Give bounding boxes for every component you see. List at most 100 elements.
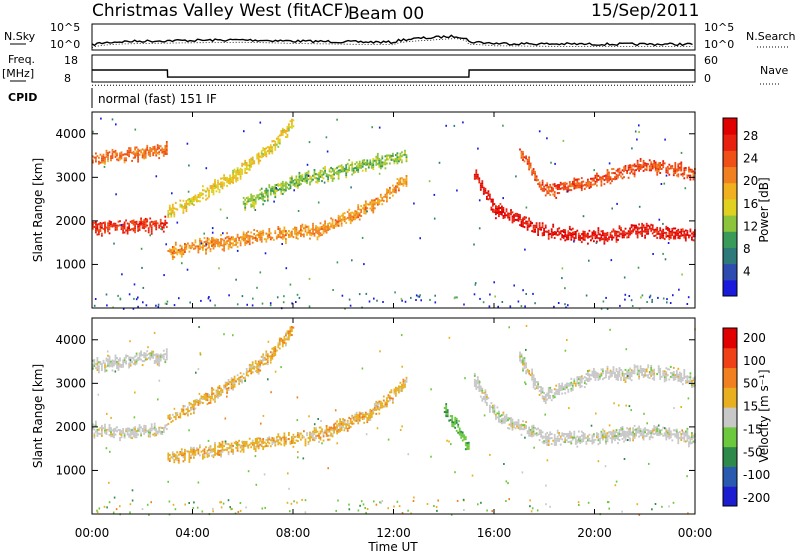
scatter-cell	[200, 240, 203, 243]
scatter-cell	[298, 230, 301, 233]
scatter-cell	[283, 337, 286, 340]
scatter-cell	[516, 218, 518, 221]
scatter-cell	[117, 220, 120, 223]
scatter-cell	[248, 168, 251, 171]
scatter-cell	[681, 234, 684, 237]
scatter-cell	[573, 233, 576, 236]
scatter-cell	[150, 350, 153, 353]
scatter-cell	[211, 243, 213, 245]
scatter-cell	[550, 236, 553, 239]
scatter-cell	[331, 169, 334, 172]
scatter-cell	[522, 223, 524, 226]
scatter-cell	[301, 225, 304, 228]
scatter-cell	[647, 429, 650, 432]
scatter-cell	[259, 363, 262, 366]
scatter-cell	[122, 153, 124, 156]
scatter-cell	[678, 431, 681, 434]
scatter-cell	[555, 196, 558, 199]
scatter-cell	[250, 159, 253, 162]
scatter-cell	[313, 234, 316, 237]
scatter-cell	[645, 232, 648, 235]
scatter-cell	[187, 242, 189, 245]
scatter-cell	[265, 438, 268, 441]
scatter-cell	[348, 426, 351, 429]
scatter-cell	[235, 243, 237, 246]
scatter-cell	[645, 168, 648, 171]
scatter-cell	[313, 439, 316, 442]
scatter-cell	[316, 238, 319, 241]
scatter-cell	[167, 209, 170, 212]
scatter-cell	[283, 295, 285, 298]
scatter-cell	[123, 159, 126, 162]
scatter-cell	[475, 169, 478, 172]
scatter-cell	[576, 376, 579, 379]
scatter-cell	[224, 177, 227, 180]
scatter-cell	[238, 378, 240, 381]
scatter-cell	[101, 234, 103, 237]
scatter-cell	[315, 177, 317, 180]
scatter-cell	[291, 118, 293, 121]
scatter-cell	[369, 410, 372, 413]
scatter-cell	[156, 361, 159, 364]
scatter-cell	[283, 131, 286, 133]
scatter-cell	[239, 244, 242, 247]
scatter-cell	[588, 183, 591, 185]
scatter-cell	[266, 441, 269, 444]
scatter-cell	[221, 444, 224, 447]
scatter-cell	[211, 387, 213, 390]
scatter-cell	[191, 407, 194, 410]
scatter-cell	[645, 162, 648, 165]
scatter-cell	[202, 185, 204, 188]
scatter-cell	[333, 425, 335, 428]
scatter-cell	[248, 367, 251, 370]
scatter-cell	[603, 175, 606, 178]
scatter-cell	[263, 441, 266, 444]
scatter-cell	[149, 435, 152, 438]
scatter-cell	[208, 246, 210, 249]
scatter-cell	[621, 169, 624, 172]
scatter-cell	[334, 219, 337, 222]
scatter-cell	[119, 363, 121, 366]
scatter-cell	[298, 177, 301, 180]
scatter-cell	[147, 149, 150, 152]
scatter-cell	[316, 228, 319, 231]
scatter-cell	[615, 230, 618, 233]
scatter-cell	[574, 440, 577, 443]
scatter-cell	[177, 416, 180, 419]
scatter-cell	[547, 229, 550, 232]
scatter-cell	[654, 169, 657, 172]
scatter-cell	[104, 427, 106, 430]
scatter-cell	[392, 188, 394, 191]
scatter-cell	[621, 230, 624, 233]
scatter-cell	[597, 231, 600, 234]
scatter-cell	[194, 401, 197, 404]
scatter-cell	[283, 226, 286, 229]
scatter-cell	[171, 254, 174, 256]
scatter-cell	[683, 234, 686, 237]
scatter-cell	[251, 195, 254, 198]
scatter-cell	[656, 236, 659, 239]
scatter-cell	[307, 227, 310, 230]
scatter-cell	[115, 193, 117, 196]
scatter-cell	[211, 231, 214, 234]
scatter-cell	[511, 215, 514, 218]
scatter-cell	[226, 176, 228, 179]
scatter-cell	[691, 436, 693, 439]
scatter-cell	[565, 382, 568, 385]
scatter-cell	[538, 183, 541, 186]
scatter-cell	[92, 227, 94, 230]
scatter-cell	[486, 195, 488, 198]
scatter-cell	[688, 174, 690, 177]
scatter-cell	[479, 389, 482, 392]
scatter-cell	[244, 378, 247, 381]
scatter-cell	[152, 350, 155, 353]
scatter-cell	[522, 155, 524, 157]
scatter-cell	[306, 173, 308, 176]
scatter-cell	[232, 386, 234, 389]
scatter-cell	[281, 231, 284, 234]
scatter-cell	[185, 208, 188, 211]
scatter-cell	[620, 232, 622, 235]
scatter-cell	[274, 230, 277, 233]
scatter-cell	[129, 147, 132, 150]
scatter-cell	[181, 262, 183, 265]
